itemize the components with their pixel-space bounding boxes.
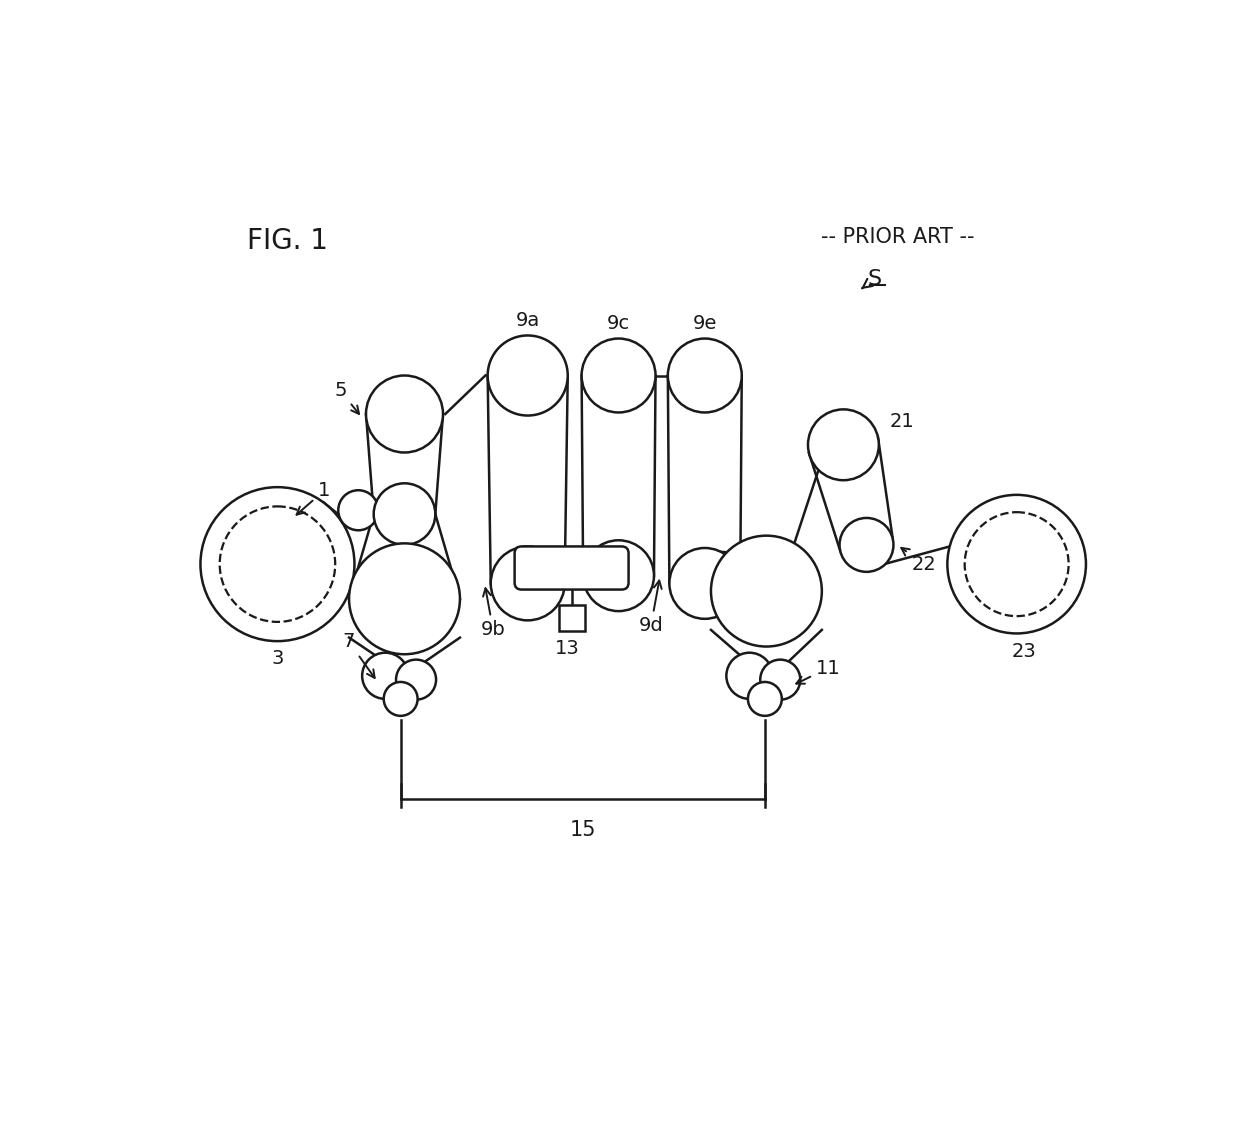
Circle shape [383,682,418,716]
Circle shape [487,335,568,416]
Circle shape [982,529,1052,598]
Circle shape [350,544,460,654]
Text: 22: 22 [901,548,936,573]
Text: 3: 3 [272,649,284,668]
Circle shape [668,339,742,413]
Text: 9e: 9e [693,314,717,333]
Text: FIG. 1: FIG. 1 [247,227,327,254]
Circle shape [491,546,564,620]
Text: 15: 15 [569,820,596,840]
Circle shape [760,660,800,700]
Circle shape [593,560,609,576]
Circle shape [366,375,443,453]
Text: 7: 7 [343,633,374,678]
Circle shape [711,536,822,646]
Circle shape [396,660,436,700]
Text: 23: 23 [1012,643,1037,661]
Circle shape [583,540,653,611]
Circle shape [564,560,579,576]
Circle shape [839,518,894,572]
Text: 5: 5 [335,382,360,414]
Circle shape [582,339,656,413]
FancyBboxPatch shape [515,546,629,589]
Text: 9b: 9b [481,588,506,640]
Circle shape [534,560,551,576]
Text: 21: 21 [889,413,914,431]
Circle shape [727,653,773,699]
Text: 13: 13 [556,638,580,658]
Circle shape [999,547,1034,581]
Circle shape [362,653,408,699]
Text: 1: 1 [296,481,330,514]
Circle shape [965,512,1069,616]
Circle shape [373,483,435,545]
Text: -- PRIOR ART --: -- PRIOR ART -- [821,227,975,247]
Bar [558,605,585,632]
Circle shape [670,548,740,619]
Text: S: S [862,269,882,290]
Circle shape [239,526,316,603]
Circle shape [219,506,335,622]
Text: 9c: 9c [608,314,630,333]
Circle shape [748,682,781,716]
Text: 9d: 9d [639,580,663,635]
Text: 9a: 9a [516,310,539,329]
Text: 11: 11 [796,659,841,684]
Circle shape [947,495,1086,634]
Circle shape [201,487,355,641]
Circle shape [258,545,296,584]
Circle shape [808,409,879,480]
Circle shape [339,490,378,530]
